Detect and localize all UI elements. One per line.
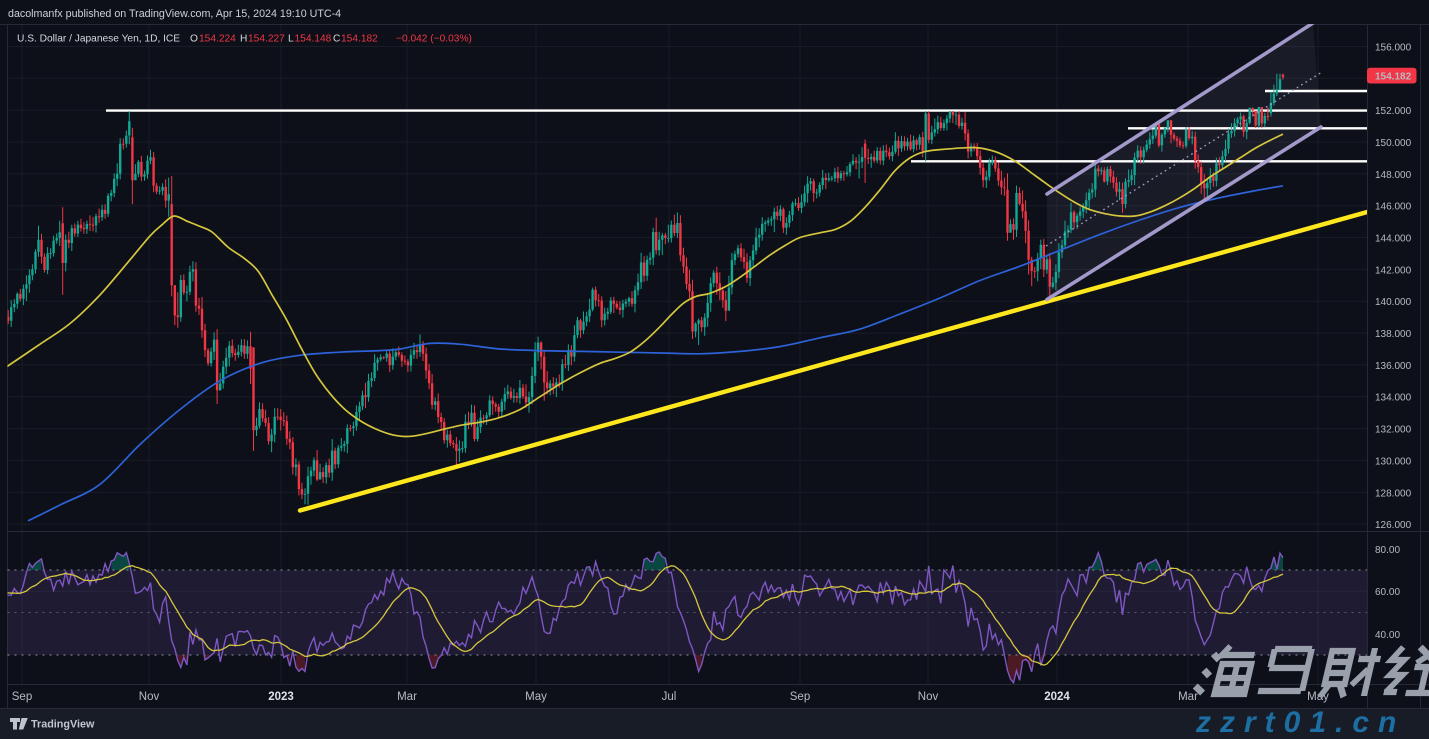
svg-text:80.00: 80.00 xyxy=(1375,545,1400,556)
svg-text:146.000: 146.000 xyxy=(1375,202,1412,213)
svg-text:Mar: Mar xyxy=(1178,691,1198,703)
svg-text:154.182: 154.182 xyxy=(341,34,378,45)
svg-text:Sep: Sep xyxy=(790,691,810,703)
svg-text:134.000: 134.000 xyxy=(1375,393,1412,404)
svg-text:136.000: 136.000 xyxy=(1375,361,1412,372)
svg-text:126.000: 126.000 xyxy=(1375,520,1412,531)
svg-text:152.000: 152.000 xyxy=(1375,106,1412,117)
svg-text:140.000: 140.000 xyxy=(1375,297,1412,308)
svg-text:TradingView: TradingView xyxy=(31,719,95,731)
svg-text:148.000: 148.000 xyxy=(1375,170,1412,181)
svg-text:dacolmanfx published on Tradin: dacolmanfx published on TradingView.com,… xyxy=(8,8,341,20)
svg-text:Mar: Mar xyxy=(397,691,417,703)
svg-text:60.00: 60.00 xyxy=(1375,587,1400,598)
svg-text:Jul: Jul xyxy=(662,691,677,703)
svg-text:O: O xyxy=(190,34,198,45)
svg-text:May: May xyxy=(525,691,547,703)
svg-text:2023: 2023 xyxy=(268,691,294,703)
svg-text:C: C xyxy=(333,34,340,45)
svg-text:Sep: Sep xyxy=(12,691,32,703)
svg-text:154.182: 154.182 xyxy=(1375,72,1412,83)
svg-text:156.000: 156.000 xyxy=(1375,43,1412,54)
svg-text:154.148: 154.148 xyxy=(295,34,332,45)
svg-text:132.000: 132.000 xyxy=(1375,425,1412,436)
svg-text:zzrt01.cn: zzrt01.cn xyxy=(1195,706,1405,739)
svg-text:144.000: 144.000 xyxy=(1375,234,1412,245)
svg-text:130.000: 130.000 xyxy=(1375,456,1412,467)
svg-text:142.000: 142.000 xyxy=(1375,265,1412,276)
svg-text:Nov: Nov xyxy=(139,691,160,703)
svg-text:H: H xyxy=(240,34,247,45)
svg-text:40.00: 40.00 xyxy=(1375,630,1400,641)
svg-text:150.000: 150.000 xyxy=(1375,138,1412,149)
svg-text:Nov: Nov xyxy=(918,691,939,703)
svg-text:138.000: 138.000 xyxy=(1375,329,1412,340)
svg-text:154.224: 154.224 xyxy=(199,34,236,45)
svg-text:−0.042 (−0.03%): −0.042 (−0.03%) xyxy=(396,34,472,45)
svg-text:154.227: 154.227 xyxy=(248,34,285,45)
svg-text:128.000: 128.000 xyxy=(1375,488,1412,499)
svg-text:U.S. Dollar / Japanese Yen, 1D: U.S. Dollar / Japanese Yen, 1D, ICE xyxy=(17,34,180,45)
svg-text:2024: 2024 xyxy=(1044,691,1070,703)
svg-text:L: L xyxy=(288,34,294,45)
